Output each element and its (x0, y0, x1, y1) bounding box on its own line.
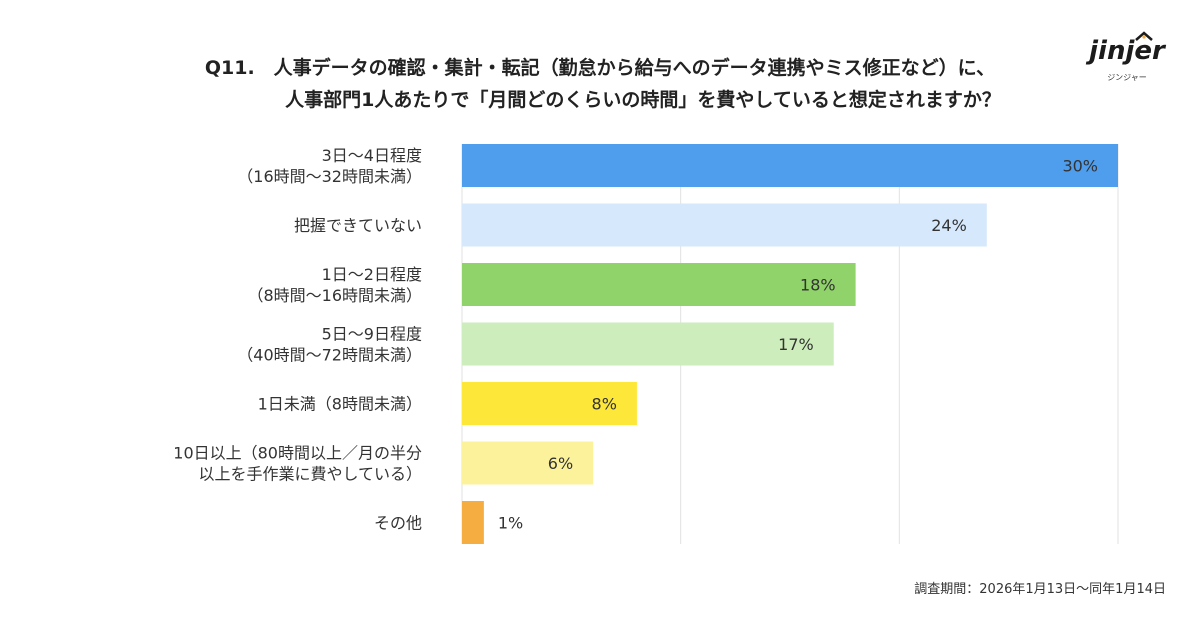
category-label: その他 (374, 514, 422, 533)
bar (462, 441, 594, 485)
bar (462, 501, 484, 544)
bar (462, 263, 856, 306)
category-label: 5日〜9日程度 (322, 325, 422, 344)
data-label: 6% (548, 454, 573, 473)
bar (462, 382, 637, 425)
data-label: 1% (498, 514, 523, 533)
category-label: 10日以上（80時間以上／月の半分 (173, 444, 422, 463)
category-label: 1日未満（8時間未満） (258, 395, 422, 414)
logo-mark-icon (1135, 31, 1153, 41)
title-line-1: Q11. 人事データの確認・集計・転記（勤怠から給与へのデータ連携やミス修正など… (204, 57, 996, 79)
chart-title: Q11. 人事データの確認・集計・転記（勤怠から給与へのデータ連携やミス修正など… (0, 52, 1200, 116)
logo-word: jinjer (1089, 36, 1165, 66)
survey-period-note: 調査期間：2026年1月13日〜同年1月14日 (914, 582, 1166, 597)
category-label: （40時間〜72時間未満） (237, 346, 422, 365)
jinjer-logo: jinjer ジンジャー (1086, 30, 1178, 82)
bar (462, 144, 1118, 187)
data-label: 17% (778, 335, 814, 354)
bar (462, 203, 987, 247)
data-label: 18% (800, 276, 836, 295)
data-label: 30% (1062, 157, 1098, 176)
data-label: 24% (931, 216, 967, 235)
logo-kana: ジンジャー (1107, 73, 1147, 82)
bars (462, 144, 1118, 544)
category-label: 1日〜2日程度 (322, 265, 422, 284)
data-label: 8% (592, 395, 617, 414)
value-labels: 30% 24% 18% 17% 8% 6% 1% (498, 157, 1098, 533)
title-line-2: 人事部門1人あたりで「月間どのくらいの時間」を費やしていると想定されますか？ (285, 89, 1001, 111)
bar (462, 322, 834, 366)
category-label: 把握できていない (294, 216, 422, 235)
category-label: （16時間〜32時間未満） (237, 167, 422, 186)
category-label: （8時間〜16時間未満） (247, 286, 422, 305)
category-label: 3日〜4日程度 (322, 146, 422, 165)
category-label: 以上を手作業に費やしている） (198, 465, 422, 484)
category-labels: 3日〜4日程度 （16時間〜32時間未満） 把握できていない 1日〜2日程度 （8時間〜… (173, 146, 422, 533)
